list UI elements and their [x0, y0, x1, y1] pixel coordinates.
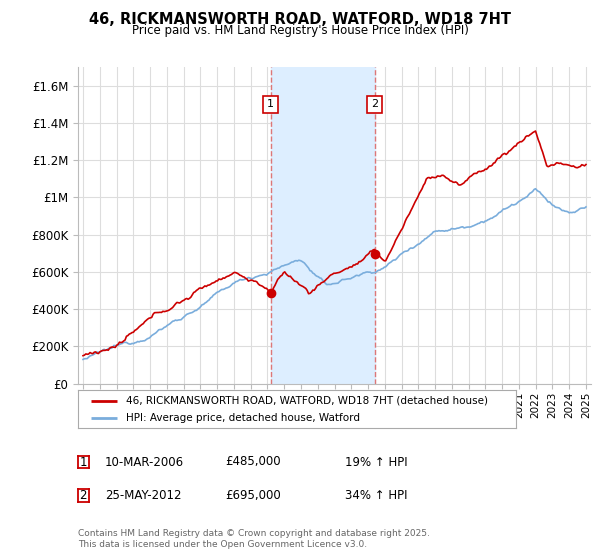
Text: Contains HM Land Registry data © Crown copyright and database right 2025.
This d: Contains HM Land Registry data © Crown c… — [78, 529, 430, 549]
Text: HPI: Average price, detached house, Watford: HPI: Average price, detached house, Watf… — [126, 413, 360, 423]
Text: £485,000: £485,000 — [225, 455, 281, 469]
Text: 19% ↑ HPI: 19% ↑ HPI — [345, 455, 407, 469]
Text: Price paid vs. HM Land Registry's House Price Index (HPI): Price paid vs. HM Land Registry's House … — [131, 24, 469, 38]
Text: 46, RICKMANSWORTH ROAD, WATFORD, WD18 7HT (detached house): 46, RICKMANSWORTH ROAD, WATFORD, WD18 7H… — [126, 395, 488, 405]
Text: 10-MAR-2006: 10-MAR-2006 — [105, 455, 184, 469]
Text: 46, RICKMANSWORTH ROAD, WATFORD, WD18 7HT: 46, RICKMANSWORTH ROAD, WATFORD, WD18 7H… — [89, 12, 511, 27]
Text: 1: 1 — [80, 455, 87, 469]
Text: 34% ↑ HPI: 34% ↑ HPI — [345, 489, 407, 502]
Text: £695,000: £695,000 — [225, 489, 281, 502]
Text: 2: 2 — [80, 489, 87, 502]
Text: 25-MAY-2012: 25-MAY-2012 — [105, 489, 182, 502]
Text: 1: 1 — [267, 100, 274, 109]
Text: 2: 2 — [371, 100, 378, 109]
Bar — [271, 67, 375, 384]
